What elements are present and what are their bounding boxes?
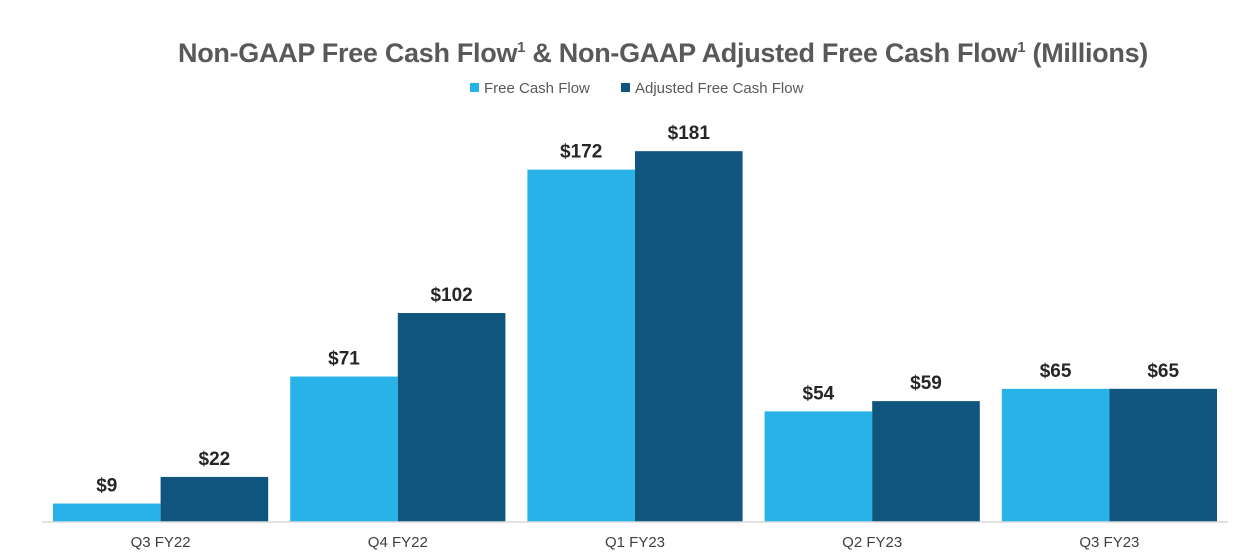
data-label-free-cash-flow-5: $65 — [1040, 361, 1072, 382]
chart-title-footnote-2: 1 — [1017, 39, 1025, 56]
x-tick-label-3: Q1 FY23 — [605, 534, 665, 551]
chart-legend: Free Cash Flow Adjusted Free Cash Flow — [470, 80, 804, 97]
bar-free-cash-flow-1 — [53, 503, 161, 522]
data-label-adjusted-free-cash-flow-2: $102 — [430, 285, 472, 306]
bar-adjusted-free-cash-flow-2 — [397, 313, 506, 522]
bar-adjusted-free-cash-flow-1 — [160, 476, 269, 522]
data-label-group: $9 $22 $71 $102 $172 $181 $54 $59 $65 $65 — [96, 123, 1179, 496]
data-label-adjusted-free-cash-flow-1: $22 — [199, 449, 231, 470]
legend-swatch-2 — [621, 83, 630, 92]
bar-free-cash-flow-2 — [290, 376, 398, 522]
bar-free-cash-flow-5 — [1001, 388, 1110, 522]
bar-adjusted-free-cash-flow-5 — [1109, 388, 1217, 522]
legend-swatch-1 — [470, 83, 479, 92]
chart-title-part-3: (Millions) — [1025, 38, 1148, 68]
x-tick-label-4: Q2 FY23 — [842, 534, 902, 551]
x-tick-label-2: Q4 FY22 — [368, 534, 428, 551]
x-tick-label-5: Q3 FY23 — [1079, 534, 1139, 551]
legend-label-1: Free Cash Flow — [484, 80, 590, 97]
chart-title: Non-GAAP Free Cash Flow1 & Non-GAAP Adju… — [178, 38, 1148, 68]
data-label-free-cash-flow-4: $54 — [803, 383, 835, 404]
bar-adjusted-free-cash-flow-4 — [872, 401, 980, 522]
data-label-free-cash-flow-1: $9 — [96, 476, 117, 497]
chart-title-footnote-1: 1 — [517, 39, 525, 56]
bar-group — [53, 151, 1217, 523]
bar-free-cash-flow-4 — [764, 411, 873, 522]
data-label-free-cash-flow-2: $71 — [328, 349, 360, 370]
x-axis-tick-labels: Q3 FY22 Q4 FY22 Q1 FY23 Q2 FY23 Q3 FY23 — [131, 534, 1140, 551]
data-label-adjusted-free-cash-flow-3: $181 — [668, 123, 711, 144]
chart-title-part-1: Non-GAAP Free Cash Flow — [178, 38, 518, 68]
chart-title-part-2: & Non-GAAP Adjusted Free Cash Flow — [525, 38, 1018, 68]
x-tick-label-1: Q3 FY22 — [131, 534, 191, 551]
bar-free-cash-flow-3 — [527, 169, 635, 523]
data-label-adjusted-free-cash-flow-5: $65 — [1147, 361, 1179, 382]
bar-adjusted-free-cash-flow-3 — [635, 151, 743, 523]
data-label-adjusted-free-cash-flow-4: $59 — [910, 373, 942, 394]
legend-label-2: Adjusted Free Cash Flow — [635, 80, 804, 97]
data-label-free-cash-flow-3: $172 — [560, 142, 602, 163]
